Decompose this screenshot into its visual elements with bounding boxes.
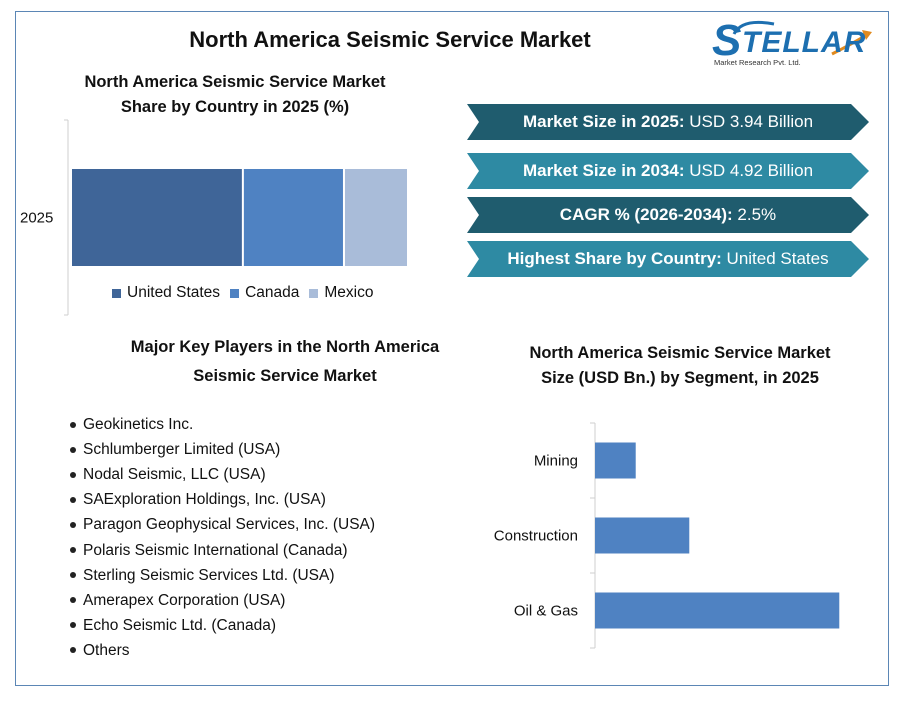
player-name: SAExploration Holdings, Inc. (USA) <box>83 491 326 509</box>
bar-segment-mexico <box>344 169 407 266</box>
player-name: Schlumberger Limited (USA) <box>83 441 281 459</box>
page-title: North America Seismic Service Market <box>189 27 591 52</box>
share-chart-legend: United States Canada Mexico <box>112 284 373 302</box>
players-title-line1: Major Key Players in the North America <box>130 338 440 356</box>
list-item: Nodal Seismic, LLC (USA) <box>70 462 375 487</box>
segment-chart-title-line2: Size (USD Bn.) by Segment, in 2025 <box>541 369 819 387</box>
list-item: Sterling Seismic Services Ltd. (USA) <box>70 563 375 588</box>
bullet-icon <box>70 446 76 453</box>
category-label: Mining <box>534 453 578 470</box>
player-name: Polaris Seismic International (Canada) <box>83 541 348 559</box>
infographic-frame <box>15 11 889 686</box>
list-item: Echo Seismic Ltd. (Canada) <box>70 613 375 638</box>
bullet-icon <box>70 421 76 428</box>
share-chart-title-line1: North America Seismic Service Market <box>84 73 386 91</box>
legend-label: United States <box>127 284 221 301</box>
stat-banner-cagr: CAGR % (2026-2034): 2.5% <box>467 197 869 233</box>
legend-label: Mexico <box>324 284 374 301</box>
legend-item-mexico: Mexico <box>309 284 373 302</box>
banner-text: CAGR % (2026-2034): 2.5% <box>559 205 777 224</box>
list-item: Polaris Seismic International (Canada) <box>70 537 375 562</box>
legend-item-united-states: United States <box>112 284 220 302</box>
segment-chart: Mining Construction Oil & Gas <box>494 422 840 649</box>
legend-swatch <box>309 288 319 298</box>
player-name: Echo Seismic Ltd. (Canada) <box>83 616 276 634</box>
player-name: Geokinetics Inc. <box>83 416 194 434</box>
bullet-icon <box>70 597 76 604</box>
logo-letter: S <box>712 16 742 65</box>
banner-arrow-shape <box>467 104 869 140</box>
legend-item-canada: Canada <box>230 284 299 302</box>
logo-graphic <box>732 20 872 56</box>
stat-banner-highest-share: Highest Share by Country: United States <box>467 241 869 277</box>
bar-oil-gas <box>595 592 840 629</box>
category-label: Oil & Gas <box>514 603 578 620</box>
list-item: Geokinetics Inc. <box>70 412 375 437</box>
list-item: Schlumberger Limited (USA) <box>70 437 375 462</box>
legend-swatch <box>230 288 240 298</box>
logo-name: TELLAR <box>742 26 867 59</box>
banner-text: Market Size in 2034: USD 4.92 Billion <box>522 161 814 180</box>
bar-segment-canada <box>243 169 343 266</box>
bullet-icon <box>70 647 76 654</box>
share-chart: 2025 <box>20 119 407 316</box>
players-list: Geokinetics Inc. Schlumberger Limited (U… <box>70 412 375 663</box>
player-name: Sterling Seismic Services Ltd. (USA) <box>83 566 335 584</box>
list-item: SAExploration Holdings, Inc. (USA) <box>70 487 375 512</box>
legend-label: Canada <box>245 284 300 301</box>
banner-arrow-shape <box>467 153 869 189</box>
stellar-logo: S TELLAR Market Research Pvt. Ltd. <box>712 14 877 70</box>
player-name: Others <box>83 641 130 659</box>
players-title: Major Key Players in the North America S… <box>100 333 470 391</box>
banner-text: Market Size in 2025: USD 3.94 Billion <box>522 112 814 131</box>
bullet-icon <box>70 471 76 478</box>
players-title-line2: Seismic Service Market <box>193 367 377 385</box>
bullet-icon <box>70 547 76 554</box>
banner-text: Highest Share by Country: United States <box>507 249 829 268</box>
player-name: Nodal Seismic, LLC (USA) <box>83 466 266 484</box>
legend-swatch <box>112 288 121 298</box>
bullet-icon <box>70 572 76 579</box>
category-label: Construction <box>494 528 578 545</box>
category-label: 2025 <box>20 210 53 227</box>
bar-construction <box>595 517 690 554</box>
share-chart-title-line2: Share by Country in 2025 (%) <box>120 98 350 116</box>
bullet-icon <box>70 496 76 503</box>
bullet-icon <box>70 622 76 629</box>
list-item: Others <box>70 638 375 663</box>
logo-subtitle: Market Research Pvt. Ltd. <box>714 58 801 67</box>
segment-chart-title-line1: North America Seismic Service Market <box>529 344 831 362</box>
stat-banner-market-size-2034: Market Size in 2034: USD 4.92 Billion <box>467 153 869 189</box>
bullet-icon <box>70 521 76 528</box>
player-name: Amerapex Corporation (USA) <box>83 591 286 609</box>
list-item: Amerapex Corporation (USA) <box>70 588 375 613</box>
banner-arrow-shape <box>467 197 869 233</box>
share-chart-title: North America Seismic Service Market Sha… <box>60 70 410 120</box>
list-item: Paragon Geophysical Services, Inc. (USA) <box>70 512 375 537</box>
bar-segment-united-states <box>72 169 242 266</box>
player-name: Paragon Geophysical Services, Inc. (USA) <box>83 516 376 534</box>
banner-arrow-shape <box>467 241 869 277</box>
segment-chart-title: North America Seismic Service Market Siz… <box>505 341 855 391</box>
stat-banner-market-size-2025: Market Size in 2025: USD 3.94 Billion <box>467 104 869 140</box>
bar-mining <box>595 442 636 479</box>
